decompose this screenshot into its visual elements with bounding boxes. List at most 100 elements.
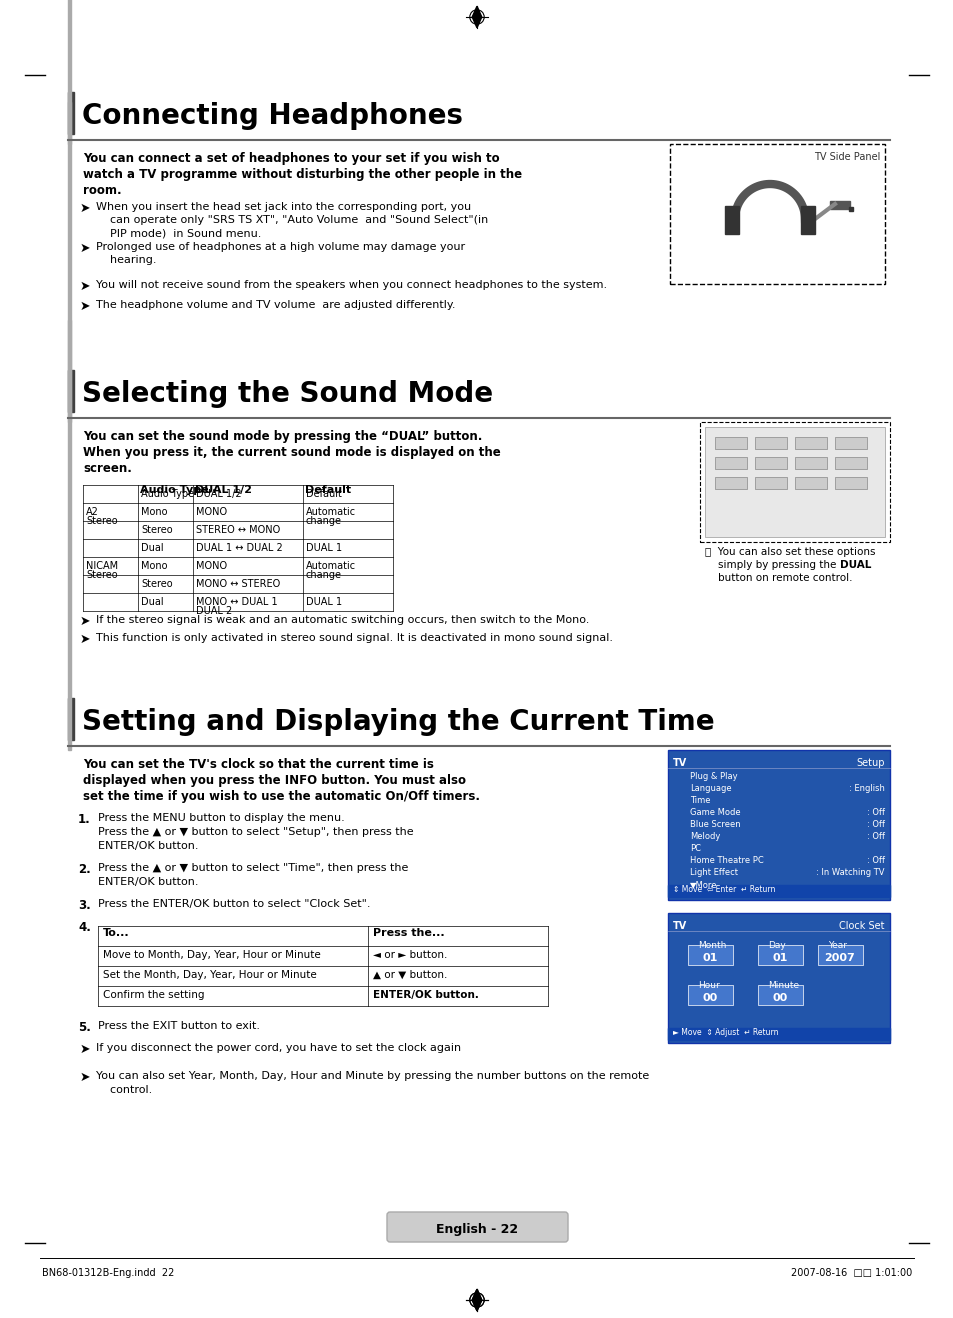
Text: If the stereo signal is weak and an automatic switching occurs, then switch to t: If the stereo signal is weak and an auto… bbox=[96, 616, 589, 625]
Text: PIP mode)  in Sound menu.: PIP mode) in Sound menu. bbox=[96, 228, 261, 239]
Text: ➤: ➤ bbox=[80, 1072, 91, 1083]
Bar bbox=[667, 913, 889, 1043]
Bar bbox=[68, 699, 74, 739]
Text: Minute: Minute bbox=[767, 981, 799, 990]
Bar bbox=[794, 457, 826, 469]
Bar bbox=[704, 427, 884, 536]
Polygon shape bbox=[472, 1289, 481, 1311]
Bar bbox=[834, 438, 866, 449]
Text: Plug & Play: Plug & Play bbox=[689, 772, 737, 782]
Bar bbox=[794, 438, 826, 449]
Text: When you press it, the current sound mode is displayed on the: When you press it, the current sound mod… bbox=[83, 445, 500, 459]
Bar bbox=[754, 457, 786, 469]
Text: To...: To... bbox=[103, 928, 130, 938]
Text: Press the EXIT button to exit.: Press the EXIT button to exit. bbox=[98, 1021, 260, 1031]
Text: Game Mode: Game Mode bbox=[689, 808, 740, 817]
Text: ⓘ  You can also set these options: ⓘ You can also set these options bbox=[704, 547, 875, 558]
Bar bbox=[829, 202, 849, 210]
Text: Language: Language bbox=[689, 784, 731, 793]
Bar bbox=[834, 457, 866, 469]
Text: 01: 01 bbox=[701, 953, 717, 963]
Text: ➤: ➤ bbox=[80, 616, 91, 627]
Text: Setup: Setup bbox=[856, 758, 884, 768]
Text: Press the...: Press the... bbox=[373, 928, 444, 938]
Text: room.: room. bbox=[83, 185, 121, 196]
Text: Stereo: Stereo bbox=[86, 517, 117, 526]
Text: 01: 01 bbox=[772, 953, 787, 963]
Text: TV: TV bbox=[672, 921, 686, 931]
Text: The headphone volume and TV volume  are adjusted differently.: The headphone volume and TV volume are a… bbox=[96, 301, 455, 310]
Text: Press the ENTER/OK button to select "Clock Set".: Press the ENTER/OK button to select "Clo… bbox=[98, 899, 370, 909]
Text: Blue Screen: Blue Screen bbox=[689, 820, 740, 829]
Text: Dual: Dual bbox=[141, 543, 164, 554]
Bar bbox=[687, 945, 732, 965]
Text: 2.: 2. bbox=[78, 863, 91, 876]
Text: 4.: 4. bbox=[78, 921, 91, 934]
Text: Stereo: Stereo bbox=[141, 579, 172, 589]
Text: MONO ↔ STEREO: MONO ↔ STEREO bbox=[195, 579, 280, 589]
Text: Clock Set: Clock Set bbox=[839, 921, 884, 931]
Bar bbox=[801, 206, 814, 235]
Text: A2: A2 bbox=[86, 507, 99, 517]
Text: control.: control. bbox=[96, 1085, 152, 1095]
Text: When you insert the head set jack into the corresponding port, you: When you insert the head set jack into t… bbox=[96, 202, 471, 212]
Text: ➤: ➤ bbox=[80, 243, 91, 254]
Bar bbox=[669, 144, 884, 283]
Bar bbox=[667, 884, 889, 898]
Text: DUAL 1: DUAL 1 bbox=[306, 543, 342, 554]
Text: ► Move  ⇕ Adjust  ↵ Return: ► Move ⇕ Adjust ↵ Return bbox=[672, 1028, 778, 1037]
Text: Press the ▲ or ▼ button to select "Time", then press the: Press the ▲ or ▼ button to select "Time"… bbox=[98, 863, 408, 873]
Text: You can set the sound mode by pressing the “DUAL” button.: You can set the sound mode by pressing t… bbox=[83, 430, 482, 443]
Text: Press the MENU button to display the menu.: Press the MENU button to display the men… bbox=[98, 813, 344, 822]
Text: NICAM: NICAM bbox=[86, 561, 118, 571]
Text: can operate only "SRS TS XT", "Auto Volume  and "Sound Select"(in: can operate only "SRS TS XT", "Auto Volu… bbox=[96, 215, 488, 225]
Text: 1.: 1. bbox=[78, 813, 91, 826]
Text: DUAL 1 ↔ DUAL 2: DUAL 1 ↔ DUAL 2 bbox=[195, 543, 282, 554]
Text: set the time if you wish to use the automatic On/Off timers.: set the time if you wish to use the auto… bbox=[83, 789, 479, 803]
Bar bbox=[68, 370, 74, 413]
Text: ➤: ➤ bbox=[80, 279, 91, 293]
Text: 00: 00 bbox=[772, 992, 787, 1003]
Bar bbox=[667, 1028, 889, 1040]
Bar bbox=[714, 477, 746, 489]
Text: Selecting the Sound Mode: Selecting the Sound Mode bbox=[82, 380, 493, 409]
Text: change: change bbox=[306, 569, 341, 580]
Bar bbox=[724, 206, 739, 235]
Text: Confirm the setting: Confirm the setting bbox=[103, 990, 204, 1000]
Text: ⇕ Move  ⏎ Enter  ↵ Return: ⇕ Move ⏎ Enter ↵ Return bbox=[672, 884, 775, 894]
Text: This function is only activated in stereo sound signal. It is deactivated in mon: This function is only activated in stere… bbox=[96, 633, 613, 643]
Text: You can connect a set of headphones to your set if you wish to: You can connect a set of headphones to y… bbox=[83, 152, 499, 165]
Bar bbox=[848, 207, 852, 211]
Text: Default: Default bbox=[306, 489, 341, 500]
Text: ◄ or ► button.: ◄ or ► button. bbox=[373, 950, 447, 960]
Bar bbox=[817, 945, 862, 965]
Bar bbox=[68, 101, 71, 422]
Text: displayed when you press the INFO button. You must also: displayed when you press the INFO button… bbox=[83, 774, 465, 787]
Bar bbox=[700, 422, 889, 542]
Bar bbox=[667, 750, 889, 900]
Text: Home Theatre PC: Home Theatre PC bbox=[689, 855, 763, 865]
Text: 2007-08-16  □□ 1:01:00: 2007-08-16 □□ 1:01:00 bbox=[790, 1268, 911, 1278]
Text: Automatic: Automatic bbox=[306, 561, 355, 571]
Text: Setting and Displaying the Current Time: Setting and Displaying the Current Time bbox=[82, 708, 714, 735]
Text: Stereo: Stereo bbox=[141, 525, 172, 535]
Text: Mono: Mono bbox=[141, 507, 168, 517]
Text: ENTER/OK button.: ENTER/OK button. bbox=[373, 990, 478, 1000]
Text: Melody: Melody bbox=[689, 832, 720, 841]
Text: MONO ↔ DUAL 1: MONO ↔ DUAL 1 bbox=[195, 597, 277, 608]
Text: 5.: 5. bbox=[78, 1021, 91, 1035]
Text: DUAL 1: DUAL 1 bbox=[306, 597, 342, 608]
Bar bbox=[834, 477, 866, 489]
Text: ENTER/OK button.: ENTER/OK button. bbox=[98, 876, 198, 887]
Text: ➤: ➤ bbox=[80, 301, 91, 312]
Text: : Off: : Off bbox=[866, 832, 884, 841]
Text: TV: TV bbox=[672, 758, 686, 768]
Text: If you disconnect the power cord, you have to set the clock again: If you disconnect the power cord, you ha… bbox=[96, 1043, 460, 1053]
Text: Connecting Headphones: Connecting Headphones bbox=[82, 101, 462, 130]
Bar bbox=[68, 320, 71, 750]
Text: hearing.: hearing. bbox=[96, 254, 156, 265]
Text: button on remote control.: button on remote control. bbox=[704, 573, 852, 583]
Text: Month: Month bbox=[698, 941, 725, 950]
Bar bbox=[687, 985, 732, 1006]
Text: You can also set Year, Month, Day, Hour and Minute by pressing the number button: You can also set Year, Month, Day, Hour … bbox=[96, 1072, 649, 1081]
